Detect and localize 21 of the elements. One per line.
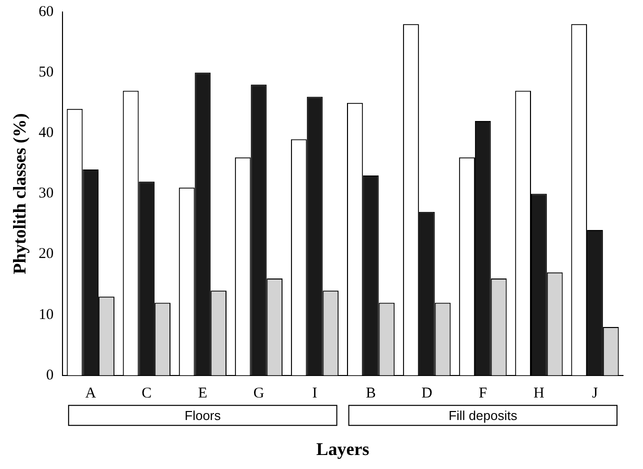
y-tick-label: 0	[46, 367, 54, 384]
y-tick-label: 50	[38, 64, 54, 81]
y-tick-label: 10	[38, 306, 54, 323]
x-tick-label: I	[312, 385, 318, 402]
y-tick-label: 30	[38, 186, 54, 202]
x-tick-label: H	[534, 385, 545, 402]
x-tick-label: F	[478, 385, 488, 402]
y-tick-label: 60	[38, 4, 54, 20]
y-axis-title: Phytolith classes (%)	[9, 113, 30, 274]
text: Fill deposits	[448, 408, 518, 423]
x-tick-label: D	[421, 385, 432, 402]
x-tick-label: A	[85, 385, 96, 402]
text: Floors	[184, 408, 222, 423]
x-tick-label: G	[253, 385, 264, 402]
y-tick-label: 20	[38, 246, 54, 262]
x-tick-label: J	[592, 385, 598, 402]
x-tick-label: E	[198, 385, 208, 402]
x-axis-title: Layers	[316, 438, 370, 459]
x-tick-label: B	[366, 385, 376, 402]
x-tick-label: C	[142, 385, 152, 402]
y-tick-label: 40	[38, 125, 54, 142]
